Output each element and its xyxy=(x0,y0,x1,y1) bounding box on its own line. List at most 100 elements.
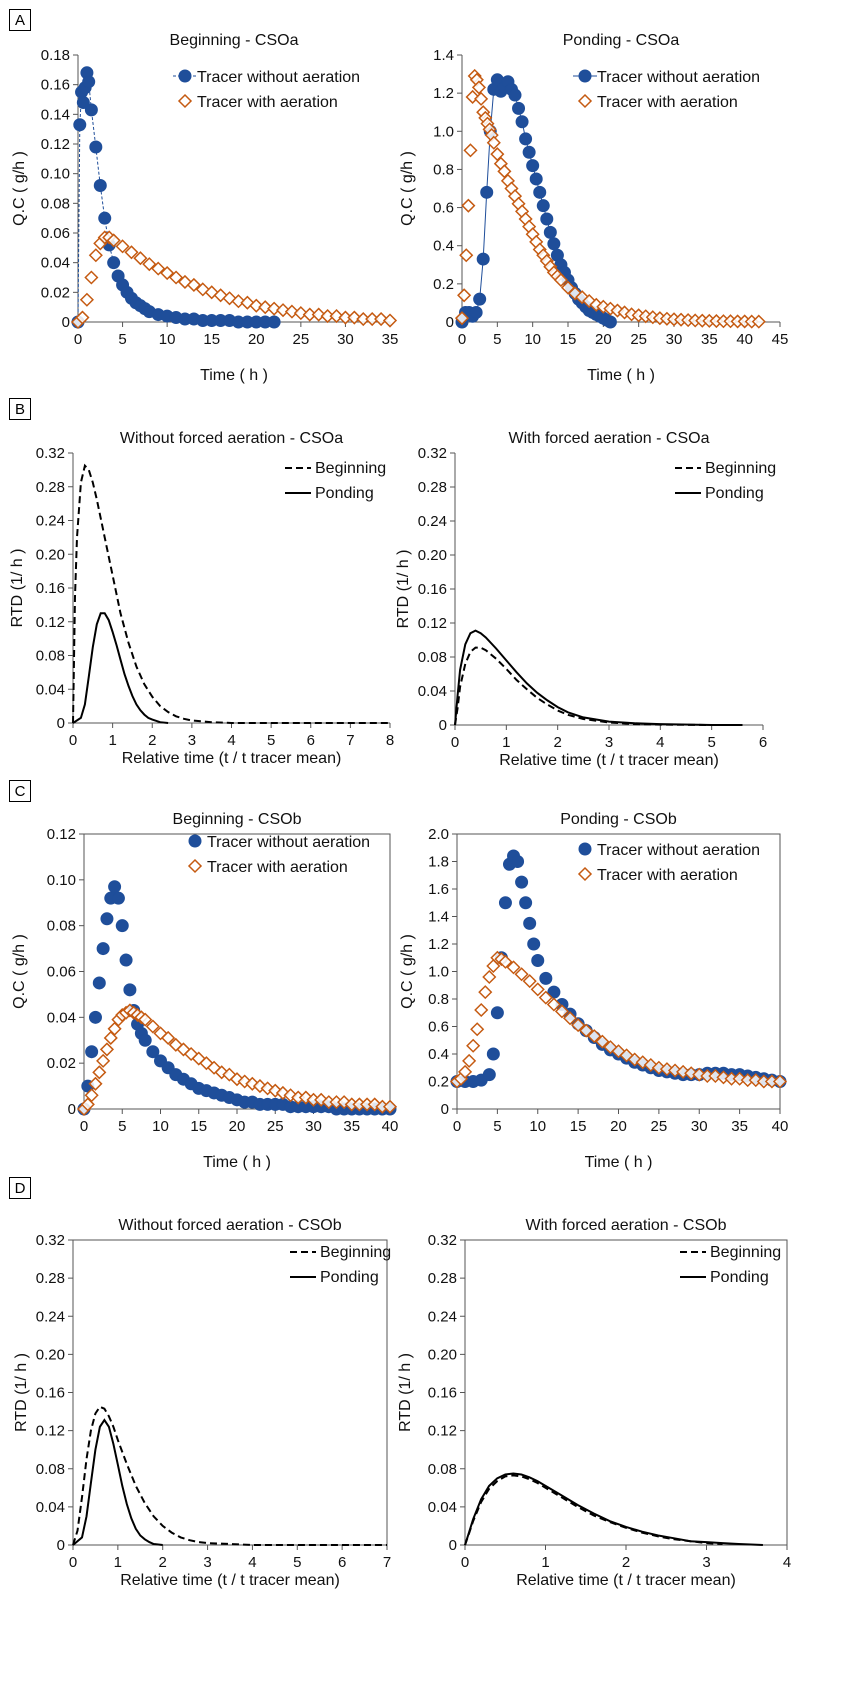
x-tick-label: 20 xyxy=(595,331,612,348)
legend-label: Beginning xyxy=(710,1244,781,1261)
data-point xyxy=(146,1045,160,1059)
data-point xyxy=(482,1068,496,1082)
x-tick-label: 10 xyxy=(159,331,176,348)
x-tick-label: 30 xyxy=(666,331,683,348)
chart-title: Without forced aeration - CSOb xyxy=(118,1217,341,1234)
data-point xyxy=(293,306,308,321)
data-point xyxy=(533,185,547,199)
y-tick-label: 0.20 xyxy=(418,547,447,564)
y-tick-label: 0.08 xyxy=(36,1461,65,1478)
x-axis-label: Relative time (t / t tracer mean) xyxy=(499,752,719,769)
data-point xyxy=(540,212,554,226)
series-line xyxy=(72,1405,387,1546)
data-point xyxy=(571,1018,586,1033)
x-tick-label: 2 xyxy=(159,1554,167,1571)
x-tick-label: 1 xyxy=(114,1554,122,1571)
data-point xyxy=(111,891,125,905)
chart-title: Beginning - CSOa xyxy=(170,32,299,49)
data-point xyxy=(115,239,130,254)
data-point xyxy=(526,159,540,173)
x-tick-label: 35 xyxy=(343,1118,360,1135)
data-point xyxy=(329,309,344,324)
y-tick-label: 0.06 xyxy=(47,964,76,981)
y-tick-label: 0.08 xyxy=(41,195,70,212)
chart-title: Ponding - CSOa xyxy=(563,32,680,49)
data-point xyxy=(538,990,553,1005)
legend-label: Tracer with aeration xyxy=(597,94,738,111)
panel-label-d: D xyxy=(9,1177,31,1199)
data-point xyxy=(267,315,281,329)
y-tick-label: 0.2 xyxy=(433,276,454,293)
x-tick-label: 25 xyxy=(293,331,310,348)
x-tick-label: 4 xyxy=(227,732,235,749)
y-tick-label: 0.04 xyxy=(36,681,65,698)
x-tick-label: 15 xyxy=(203,331,220,348)
y-axis-label: Q.C ( g/h ) xyxy=(11,151,28,226)
data-point xyxy=(107,256,121,270)
data-point xyxy=(514,967,529,982)
data-point xyxy=(466,1038,481,1053)
x-tick-label: 20 xyxy=(248,331,265,348)
y-tick-label: 0.12 xyxy=(47,826,76,843)
data-point xyxy=(186,277,201,292)
chart-title: With forced aeration - CSOa xyxy=(509,430,710,447)
x-tick-label: 5 xyxy=(267,732,275,749)
data-point xyxy=(470,1022,485,1037)
data-point xyxy=(84,1088,99,1103)
x-tick-label: 6 xyxy=(307,732,315,749)
series-tracer-with-aeration: Tracer with aeration xyxy=(454,68,766,329)
x-tick-label: 10 xyxy=(524,331,541,348)
series-ponding: Ponding xyxy=(72,485,374,724)
x-tick-label: 0 xyxy=(458,331,466,348)
x-tick-label: 3 xyxy=(605,734,613,751)
x-tick-label: 3 xyxy=(188,732,196,749)
y-axis-label: Q.C ( g/h ) xyxy=(399,934,416,1009)
x-tick-label: 0 xyxy=(451,734,459,751)
data-point xyxy=(527,937,541,951)
y-tick-label: 0.14 xyxy=(41,106,70,123)
data-point xyxy=(138,1033,152,1047)
y-tick-label: 0.4 xyxy=(433,238,454,255)
series-beginning: Beginning xyxy=(454,460,776,726)
data-point xyxy=(474,1002,489,1018)
y-tick-label: 0.24 xyxy=(36,1308,65,1325)
y-tick-label: 0 xyxy=(441,1101,449,1118)
legend-label: Beginning xyxy=(705,460,776,477)
legend-label: Ponding xyxy=(315,485,374,502)
x-tick-label: 35 xyxy=(701,331,718,348)
y-tick-label: 0.04 xyxy=(36,1499,65,1516)
data-point xyxy=(88,248,103,263)
x-tick-label: 5 xyxy=(707,734,715,751)
series-tracer-without-aeration: Tracer without aeration xyxy=(77,834,397,1116)
data-point xyxy=(454,311,470,326)
series-beginning: Beginning xyxy=(72,460,390,724)
data-point xyxy=(75,310,90,325)
data-point xyxy=(554,1004,570,1019)
data-point xyxy=(498,896,512,910)
x-tick-label: 15 xyxy=(190,1118,207,1135)
data-point xyxy=(96,942,110,956)
data-point xyxy=(522,974,537,989)
x-tick-label: 30 xyxy=(305,1118,322,1135)
data-point xyxy=(506,960,521,975)
data-point xyxy=(96,1053,111,1068)
y-tick-label: 1.2 xyxy=(433,85,454,102)
y-tick-label: 0 xyxy=(68,1101,76,1118)
y-tick-label: 0.28 xyxy=(418,479,447,496)
x-tick-label: 2 xyxy=(622,1554,630,1571)
data-point xyxy=(267,301,282,316)
y-tick-label: 0.08 xyxy=(428,1461,457,1478)
data-point xyxy=(480,185,494,199)
x-tick-label: 10 xyxy=(529,1118,546,1135)
chart-7: Without forced aeration - CSOb 0 0.04 0.08 0… xyxy=(13,1217,391,1589)
chart-2: Ponding - CSOa 0 0.2 0.4 0.6 0.8 1.0 1.2 1.4 0 5 10… xyxy=(399,32,788,384)
series-line xyxy=(464,1474,723,1546)
data-point xyxy=(108,880,122,894)
x-tick-label: 2 xyxy=(148,732,156,749)
chart-title: Beginning - CSOb xyxy=(173,811,302,828)
y-tick-label: 1.4 xyxy=(433,47,454,64)
y-tick-label: 0.32 xyxy=(428,1232,457,1249)
data-point xyxy=(579,1023,594,1038)
data-point xyxy=(482,969,497,985)
x-axis-label: Time ( h ) xyxy=(203,1154,271,1171)
